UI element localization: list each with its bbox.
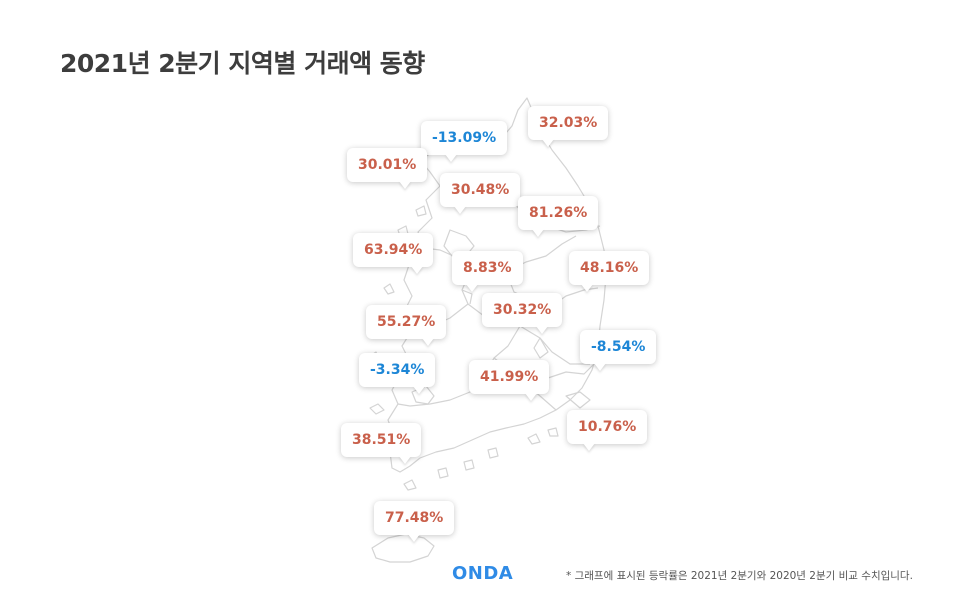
region-value-label: 48.16% [569,251,650,285]
region-value-label: 30.01% [347,148,428,182]
region-value-label: 10.76% [567,410,648,444]
region-value-label: 30.48% [440,173,521,207]
jeju-outline [371,533,435,563]
region-value-label: 81.26% [518,196,599,230]
region-value-label: -13.09% [421,121,508,155]
page-title: 2021년 2분기 지역별 거래액 동향 [60,49,425,78]
region-value-label: 8.83% [452,251,523,285]
region-value-label: 55.27% [366,305,447,339]
region-value-label: 38.51% [341,423,422,457]
region-value-label: -8.54% [580,330,657,364]
footnote: * 그래프에 표시된 등락률은 2021년 2분기와 2020년 2분기 비교 … [566,570,913,582]
region-value-label: 41.99% [469,360,550,394]
region-value-label: 30.32% [482,293,563,327]
region-value-label: -3.34% [359,353,436,387]
region-value-label: 32.03% [528,106,609,140]
region-value-label: 77.48% [374,501,455,535]
region-value-label: 63.94% [353,233,434,267]
onda-logo: ONDA [452,563,514,584]
